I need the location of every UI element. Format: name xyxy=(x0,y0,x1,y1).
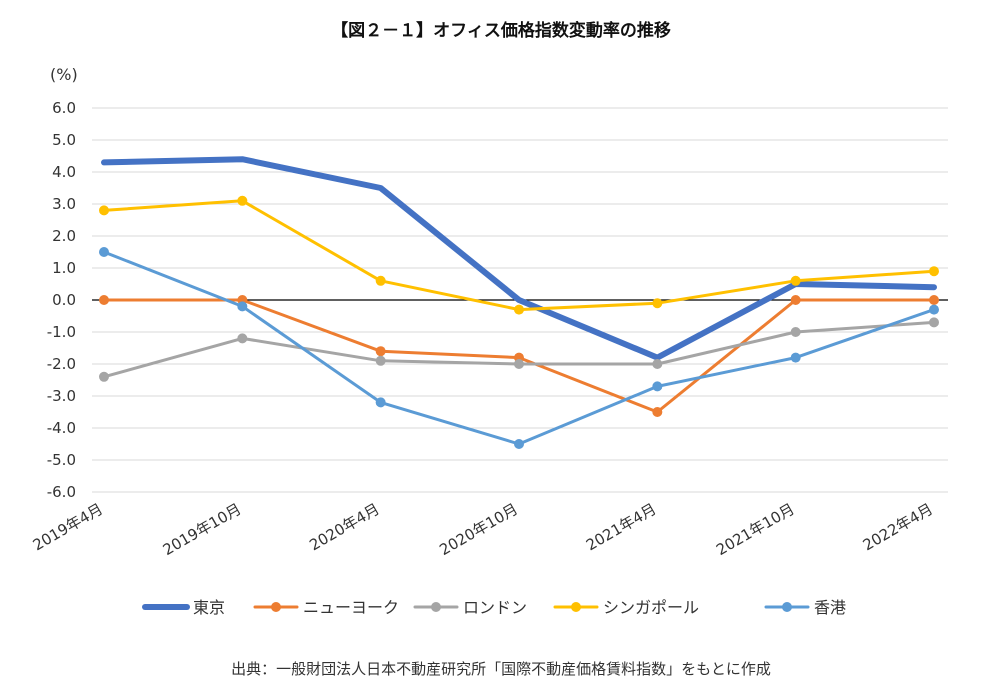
y-tick-label: -4.0 xyxy=(47,419,76,437)
series-0 xyxy=(101,156,937,361)
data-point xyxy=(375,346,386,357)
data-point xyxy=(514,304,524,315)
series-lines xyxy=(99,156,939,449)
data-point xyxy=(99,247,109,257)
legend-item: ロンドン xyxy=(413,598,527,617)
legend-marker xyxy=(271,602,281,612)
data-point xyxy=(99,205,109,216)
legend-marker xyxy=(782,602,792,612)
data-point xyxy=(929,266,939,277)
y-tick-label: -6.0 xyxy=(47,483,76,501)
x-tick-label: 2021年10月 xyxy=(713,500,798,559)
x-tick-label: 2019年4月 xyxy=(30,500,106,554)
series-2 xyxy=(99,317,939,382)
data-point xyxy=(929,304,939,315)
data-point xyxy=(514,439,524,449)
legend-item: シンガポール xyxy=(553,598,699,617)
data-point xyxy=(375,275,386,286)
legend-label: ニューヨーク xyxy=(303,598,399,617)
y-tick-label: 5.0 xyxy=(52,131,76,149)
legend-item: 東京 xyxy=(142,598,225,617)
legend-label: シンガポール xyxy=(603,598,699,617)
data-point xyxy=(99,371,109,382)
y-tick-label: 4.0 xyxy=(52,163,76,181)
x-tick-label: 2022年4月 xyxy=(860,500,936,554)
y-tick-label: -3.0 xyxy=(47,387,76,405)
series-line xyxy=(102,199,936,312)
data-point xyxy=(237,333,248,344)
grid-lines xyxy=(92,107,948,493)
legend-item: 香港 xyxy=(764,598,846,617)
series-4 xyxy=(99,247,939,449)
x-axis-tick-labels: 2019年4月 2019年10月 2020年4月 2020年10月 2021年4月 202… xyxy=(30,500,936,559)
y-tick-label: 2.0 xyxy=(52,227,76,245)
legend-marker xyxy=(431,602,441,612)
x-tick-label: 2019年10月 xyxy=(160,500,245,559)
data-point xyxy=(790,295,801,305)
data-point xyxy=(652,359,663,369)
y-axis-unit-label: (%) xyxy=(50,65,78,84)
series-1 xyxy=(99,295,939,417)
data-point xyxy=(652,381,663,392)
data-point xyxy=(929,317,939,328)
data-point xyxy=(652,298,663,309)
y-tick-label: 0.0 xyxy=(52,291,76,309)
data-point xyxy=(99,295,109,305)
y-tick-label: 3.0 xyxy=(52,195,76,213)
y-tick-label: -1.0 xyxy=(47,323,76,341)
y-tick-label: -5.0 xyxy=(47,451,76,469)
legend-label: 東京 xyxy=(193,598,225,617)
data-point xyxy=(790,275,801,286)
data-point xyxy=(652,407,663,417)
data-point xyxy=(514,359,524,369)
legend: 東京 ニューヨーク ロンドン シンガポール 香港 xyxy=(142,598,846,617)
data-point xyxy=(237,301,248,312)
series-line xyxy=(101,156,937,361)
x-tick-label: 2021年4月 xyxy=(583,500,659,554)
x-tick-label: 2020年10月 xyxy=(436,500,521,559)
chart-title: 【図２－１】オフィス価格指数変動率の推移 xyxy=(331,20,671,41)
data-point xyxy=(375,397,386,408)
y-tick-label: 6.0 xyxy=(52,99,76,117)
x-tick-label: 2020年4月 xyxy=(306,500,382,554)
y-axis-tick-labels: 6.0 5.0 4.0 3.0 2.0 1.0 0.0 -1.0 -2.0 -3.0 -4.0 -5.… xyxy=(47,99,76,501)
series-3 xyxy=(99,195,939,315)
data-point xyxy=(790,327,801,337)
data-point xyxy=(375,355,386,366)
data-point xyxy=(237,195,248,206)
data-point xyxy=(929,295,939,305)
y-tick-label: 1.0 xyxy=(52,259,76,277)
source-note: 出典：一般財団法人日本不動産研究所「国際不動産価格賃料指数」をもとに作成 xyxy=(231,660,771,678)
legend-item: ニューヨーク xyxy=(253,598,399,617)
y-tick-label: -2.0 xyxy=(47,355,76,373)
legend-label: ロンドン xyxy=(463,598,527,617)
data-point xyxy=(790,352,801,363)
legend-marker xyxy=(571,602,581,612)
legend-label: 香港 xyxy=(814,598,846,617)
